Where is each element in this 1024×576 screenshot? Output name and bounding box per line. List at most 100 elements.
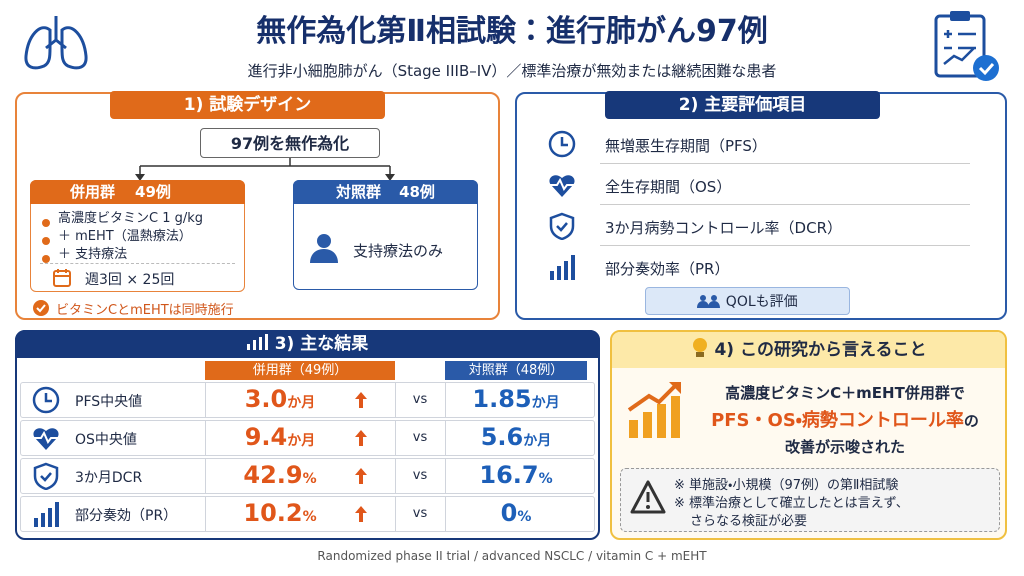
vs: vs xyxy=(412,468,428,483)
bulb-icon xyxy=(692,338,707,357)
vs: vs xyxy=(412,506,428,521)
row-icon-svg xyxy=(33,428,59,450)
value: 5.6 xyxy=(480,423,524,451)
row-bg xyxy=(20,382,595,418)
endpoint-icon-svg xyxy=(549,212,575,241)
value: 9.4 xyxy=(244,423,288,451)
unit: か月 xyxy=(287,395,316,411)
footer: Randomized phase II trial / advanced NSC… xyxy=(317,549,707,563)
divider xyxy=(395,458,396,494)
control-name: 対照群 xyxy=(336,183,382,201)
endpoint-item: 3か月病勢コントロール率（DCR） xyxy=(605,219,842,237)
caveat: さらなる検証が必要 xyxy=(690,514,808,529)
divider xyxy=(205,382,206,418)
endpoint-icon xyxy=(548,253,576,281)
bullet xyxy=(42,248,50,263)
control-item: 支持療法のみ xyxy=(353,242,444,260)
divider xyxy=(445,382,446,418)
endpoint-icon-svg xyxy=(548,130,576,158)
endpoint-icon xyxy=(548,130,576,158)
qol-badge: QOLも評価 xyxy=(645,287,850,315)
row-label: OS中央値 xyxy=(75,432,137,448)
conclusion-line2: PFS・OS・病勢コントロール率の xyxy=(690,406,1000,432)
divider xyxy=(205,496,206,532)
vs: vs xyxy=(412,392,428,407)
up-arrow xyxy=(354,391,368,409)
vs: vs xyxy=(412,430,428,445)
bullet-svg xyxy=(42,255,50,263)
combo-value: 9.4か月 xyxy=(215,423,345,451)
combo-item: ＋ mEHT（温熱療法） xyxy=(58,229,192,244)
divider xyxy=(445,420,446,456)
endpoint-item: 無増悪生存期間（PFS） xyxy=(605,137,767,155)
row-label: PFS中央値 xyxy=(75,394,143,410)
combo-name: 併用群 xyxy=(70,183,116,201)
row-icon xyxy=(32,462,60,491)
endpoint-icon xyxy=(548,212,576,241)
schedule: 週3回 × 25回 xyxy=(85,272,175,288)
combo-item: ＋ 支持療法 xyxy=(58,247,128,262)
caveat: ※ 単施設・小規模（97例）の第Ⅱ相試験 xyxy=(674,478,899,493)
separator xyxy=(600,204,970,205)
bullet-svg xyxy=(42,219,50,227)
value: 16.7 xyxy=(479,461,539,489)
bullet xyxy=(42,212,50,227)
divider xyxy=(395,420,396,456)
row-icon-svg xyxy=(32,386,60,414)
value: 1.85 xyxy=(472,385,532,413)
results-header: 3) 主な結果 xyxy=(15,330,600,358)
qol-text: QOLも評価 xyxy=(725,294,798,310)
up-arrow-svg xyxy=(355,392,367,408)
clipboard-icon xyxy=(934,11,999,81)
combo-header: 併用群 49例 xyxy=(30,180,245,204)
value: 0 xyxy=(500,499,518,527)
combo-value: 3.0か月 xyxy=(215,385,345,413)
endpoint-item: 部分奏効率（PR） xyxy=(605,260,730,278)
calendar-icon xyxy=(53,269,71,287)
up-arrow-svg xyxy=(355,430,367,446)
endpoint-icon-svg xyxy=(550,255,575,280)
endpoint-icon xyxy=(548,171,576,199)
caveat-box xyxy=(620,468,1000,532)
row-bg xyxy=(20,458,595,494)
up-arrow xyxy=(354,429,368,447)
control-value: 16.7% xyxy=(445,461,587,489)
conclusion-line3: 改善が示唆された xyxy=(784,438,905,456)
caveat: ※ 標準治療として確立したとは言えず、 xyxy=(674,496,909,511)
bars-icon xyxy=(246,334,268,350)
endpoint-panel xyxy=(515,92,1007,320)
endpoint-tab: 2) 主要評価項目 xyxy=(605,91,880,119)
divider xyxy=(40,263,235,264)
up-arrow xyxy=(354,505,368,523)
divider xyxy=(445,458,446,494)
control-header: 対照群 48例 xyxy=(293,180,478,204)
control-value: 0% xyxy=(445,499,587,527)
unit: % xyxy=(302,471,317,487)
design-note: ビタミンCとmEHTは同時施行 xyxy=(56,303,234,318)
endpoint-item: 全生存期間（OS） xyxy=(605,178,732,196)
combo-n: 49例 xyxy=(135,183,171,201)
lung-icon xyxy=(24,16,88,70)
conclusion-line1: 高濃度ビタミンC＋mEHT併用群で xyxy=(725,384,965,402)
row-icon-svg xyxy=(33,462,59,491)
divider xyxy=(445,496,446,532)
combo-value: 42.9% xyxy=(215,461,345,489)
control-col-header: 対照群（48例） xyxy=(445,361,587,380)
value: 3.0 xyxy=(244,385,288,413)
divider xyxy=(395,382,396,418)
row-icon xyxy=(32,386,60,414)
value: 42.9 xyxy=(243,461,303,489)
bullet xyxy=(42,230,50,245)
results-title: 3) 主な結果 xyxy=(274,334,369,354)
endpoint-icon-svg xyxy=(549,175,575,197)
row-icon xyxy=(32,424,60,452)
bullet-svg xyxy=(42,237,50,245)
separator xyxy=(600,163,970,164)
unit: か月 xyxy=(287,433,316,449)
divider xyxy=(205,420,206,456)
total-box: 97例を無作為化 xyxy=(200,128,380,158)
design-title: 1) 試験デザイン xyxy=(183,95,312,115)
growth-icon xyxy=(627,382,681,438)
row-bg xyxy=(20,496,595,532)
